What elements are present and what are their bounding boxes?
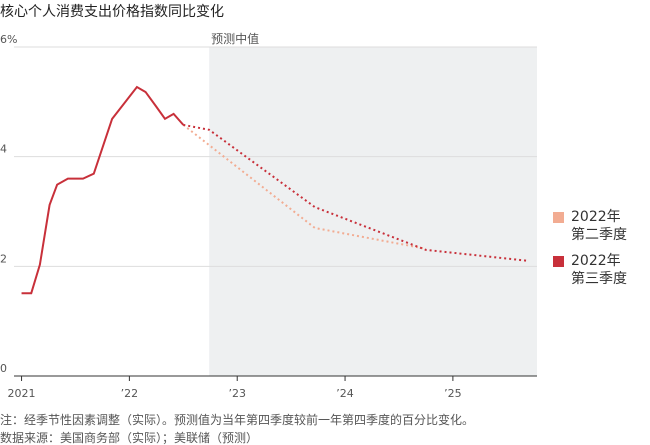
y-tick-label: 0: [0, 362, 7, 375]
line: [182, 124, 427, 250]
forecast-label: 预测中值: [211, 31, 259, 46]
x-tick-label: ’23: [228, 387, 246, 400]
source: 数据来源：美国商务部（实际）；美联储（预测）: [0, 430, 258, 445]
y-tick-label: 4: [0, 143, 7, 156]
x-tick-label: ’24: [336, 387, 354, 400]
x-tick-label: ’22: [121, 387, 139, 400]
line: [183, 123, 529, 262]
legend-swatch: [553, 212, 564, 223]
forecast-region: [209, 47, 537, 376]
y-tick-label: 6%: [0, 33, 17, 46]
legend-swatch: [553, 256, 564, 267]
x-tick-label: ’25: [444, 387, 462, 400]
note: 注：经季节性因素调整（实际）。预测值为当年第四季度较前一年第四季度的百分比变化。: [0, 412, 474, 427]
line: [21, 85, 185, 295]
legend-label: 2022年 第三季度: [571, 253, 627, 287]
chart-title: 核心个人消费支出价格指数同比变化: [0, 4, 224, 20]
x-tick-label: 2021: [8, 387, 36, 400]
legend-label: 2022年 第二季度: [571, 209, 627, 243]
y-tick-label: 2: [0, 252, 7, 265]
